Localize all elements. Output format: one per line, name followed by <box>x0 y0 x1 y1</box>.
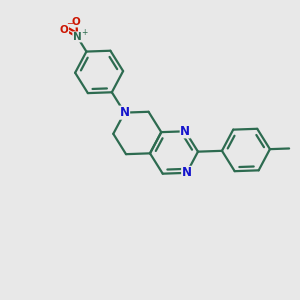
Text: N: N <box>182 166 192 179</box>
Text: N: N <box>73 32 82 42</box>
Text: O: O <box>60 25 68 34</box>
Text: +: + <box>81 28 88 38</box>
Text: O: O <box>72 17 81 27</box>
Text: N: N <box>180 125 190 138</box>
Text: N: N <box>120 106 130 119</box>
Text: −: − <box>66 19 73 28</box>
